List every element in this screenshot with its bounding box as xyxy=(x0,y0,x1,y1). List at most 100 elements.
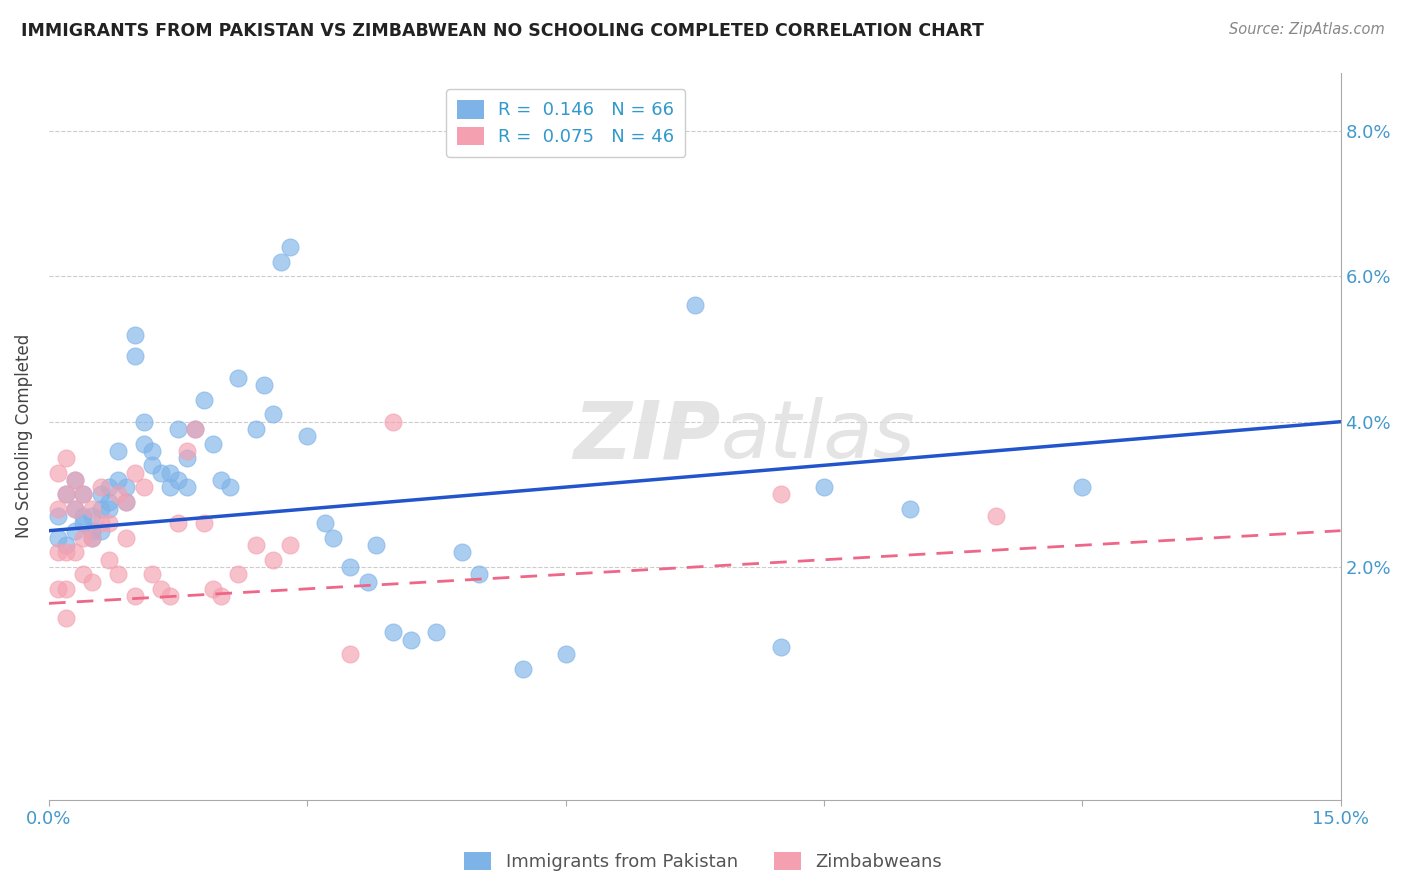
Point xyxy=(115,494,138,508)
Point xyxy=(124,466,146,480)
Point xyxy=(80,509,103,524)
Point xyxy=(641,138,664,153)
Point xyxy=(80,574,103,589)
Point xyxy=(90,516,112,531)
Point xyxy=(159,589,181,603)
Point xyxy=(984,509,1007,524)
Point xyxy=(124,349,146,363)
Text: IMMIGRANTS FROM PAKISTAN VS ZIMBABWEAN NO SCHOOLING COMPLETED CORRELATION CHART: IMMIGRANTS FROM PAKISTAN VS ZIMBABWEAN N… xyxy=(21,22,984,40)
Point xyxy=(176,480,198,494)
Point xyxy=(228,371,250,385)
Point xyxy=(63,502,86,516)
Point xyxy=(55,451,77,466)
Point xyxy=(262,408,284,422)
Point xyxy=(63,473,86,487)
Point xyxy=(270,255,292,269)
Point xyxy=(132,415,155,429)
Point xyxy=(245,538,267,552)
Point xyxy=(468,567,491,582)
Point xyxy=(193,392,215,407)
Point xyxy=(339,560,361,574)
Point xyxy=(209,473,232,487)
Point xyxy=(813,480,835,494)
Point xyxy=(55,611,77,625)
Point xyxy=(176,443,198,458)
Point xyxy=(141,567,163,582)
Point xyxy=(46,509,69,524)
Point xyxy=(184,422,207,436)
Point xyxy=(201,582,224,596)
Point xyxy=(63,502,86,516)
Point xyxy=(167,473,190,487)
Point xyxy=(107,443,129,458)
Point xyxy=(132,480,155,494)
Point xyxy=(314,516,336,531)
Point xyxy=(769,487,792,501)
Point xyxy=(90,487,112,501)
Point xyxy=(159,466,181,480)
Legend: R =  0.146   N = 66, R =  0.075   N = 46: R = 0.146 N = 66, R = 0.075 N = 46 xyxy=(446,89,685,157)
Point xyxy=(512,662,534,676)
Point xyxy=(98,553,121,567)
Point xyxy=(90,480,112,494)
Point xyxy=(159,480,181,494)
Point xyxy=(769,640,792,654)
Point xyxy=(55,487,77,501)
Point xyxy=(80,531,103,545)
Point xyxy=(898,502,921,516)
Point xyxy=(80,502,103,516)
Point xyxy=(98,494,121,508)
Point xyxy=(132,436,155,450)
Point xyxy=(141,458,163,473)
Point xyxy=(425,625,447,640)
Point xyxy=(322,531,344,545)
Point xyxy=(72,516,94,531)
Point xyxy=(124,589,146,603)
Point xyxy=(55,582,77,596)
Point xyxy=(253,378,276,392)
Point xyxy=(90,524,112,538)
Point xyxy=(297,429,319,443)
Point xyxy=(115,531,138,545)
Text: Source: ZipAtlas.com: Source: ZipAtlas.com xyxy=(1229,22,1385,37)
Point xyxy=(98,502,121,516)
Point xyxy=(339,647,361,661)
Point xyxy=(46,466,69,480)
Point xyxy=(72,487,94,501)
Point xyxy=(55,487,77,501)
Point xyxy=(278,538,301,552)
Point xyxy=(382,625,405,640)
Point xyxy=(278,240,301,254)
Point xyxy=(46,582,69,596)
Point xyxy=(209,589,232,603)
Point xyxy=(46,531,69,545)
Point xyxy=(141,443,163,458)
Point xyxy=(90,502,112,516)
Y-axis label: No Schooling Completed: No Schooling Completed xyxy=(15,334,32,539)
Point xyxy=(201,436,224,450)
Point xyxy=(399,632,422,647)
Point xyxy=(72,509,94,524)
Legend: Immigrants from Pakistan, Zimbabweans: Immigrants from Pakistan, Zimbabweans xyxy=(457,845,949,879)
Text: ZIP: ZIP xyxy=(574,397,720,475)
Point xyxy=(72,531,94,545)
Point xyxy=(115,480,138,494)
Text: atlas: atlas xyxy=(720,397,915,475)
Point xyxy=(149,582,172,596)
Point xyxy=(107,473,129,487)
Point xyxy=(124,327,146,342)
Point xyxy=(63,473,86,487)
Point xyxy=(184,422,207,436)
Point xyxy=(107,487,129,501)
Point xyxy=(356,574,378,589)
Point xyxy=(72,567,94,582)
Point xyxy=(193,516,215,531)
Point xyxy=(167,516,190,531)
Point xyxy=(167,422,190,436)
Point xyxy=(366,538,388,552)
Point xyxy=(80,524,103,538)
Point xyxy=(98,480,121,494)
Point xyxy=(382,415,405,429)
Point xyxy=(1071,480,1094,494)
Point xyxy=(72,487,94,501)
